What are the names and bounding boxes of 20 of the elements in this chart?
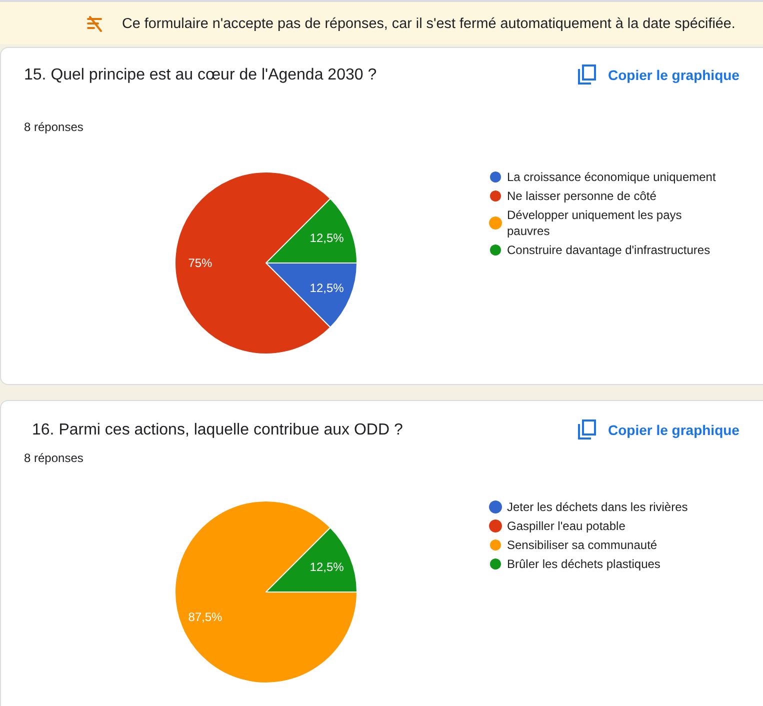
data-label: 12,5%: [310, 230, 344, 245]
legend-label: Brûler les déchets plastiques: [507, 557, 660, 571]
text: Copier le graphique: [608, 421, 740, 439]
text: Copier le graphique: [608, 66, 740, 84]
text: 8 réponses: [24, 120, 84, 134]
data-label: 12,5%: [310, 281, 344, 296]
legend-label: Ne laisser personne de côté: [507, 189, 657, 203]
data-label: 87,5%: [188, 610, 223, 624]
data-label: 12,5%: [310, 560, 344, 574]
text: Ce formulaire n'accepte pas de réponses, car il s'est fermé automatiquement à la date spécifiée.: [122, 15, 736, 33]
chart-title: 16. Parmi ces actions, laquelle contribue aux ODD ?: [32, 422, 403, 438]
legend-label: Développer uniquement les pays pauvres: [507, 208, 686, 238]
legend-label: Jeter les déchets dans les rivières: [507, 500, 688, 514]
legend-label: Sensibiliser sa communauté: [507, 538, 658, 552]
data-label: 75%: [188, 256, 213, 270]
legend-label: Gaspiller l'eau potable: [507, 519, 626, 533]
legend-label: La croissance économique uniquement: [507, 170, 716, 184]
text: 8 réponses: [24, 451, 84, 465]
legend-label: Construire davantage d'infrastructures: [507, 243, 710, 257]
chart-title: 15. Quel principe est au cœur de l'Agenda 2030 ?: [24, 66, 377, 84]
